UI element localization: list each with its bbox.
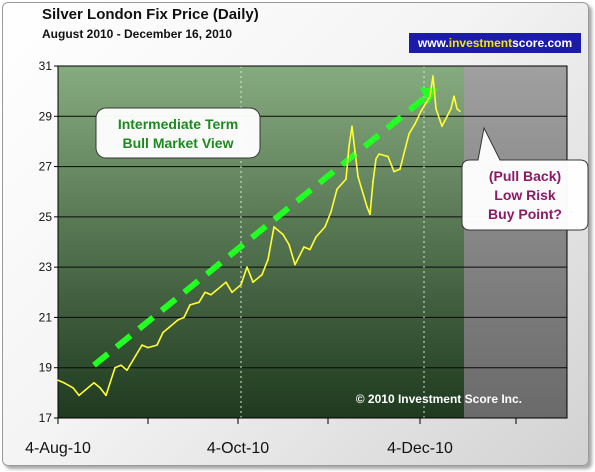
data-point: [282, 233, 284, 236]
copyright-text: © 2010 Investment Score Inc.: [356, 392, 522, 406]
data-point: [219, 286, 221, 289]
y-tick-label: 21: [39, 310, 53, 324]
bull-view-text: Bull Market View: [122, 135, 233, 151]
data-point: [72, 387, 74, 389]
y-tick-label: 17: [39, 411, 53, 425]
data-point: [147, 346, 149, 349]
data-point: [336, 188, 338, 190]
data-point: [84, 389, 86, 392]
data-point: [105, 394, 107, 397]
data-point: [210, 294, 212, 296]
data-point: [204, 291, 206, 294]
data-point: [456, 107, 458, 110]
data-point: [162, 331, 164, 334]
data-point: [189, 304, 191, 306]
x-tick-label: 4-Oct-10: [207, 440, 269, 457]
y-tick-label: 31: [39, 59, 53, 73]
data-point: [168, 326, 170, 329]
data-point: [135, 354, 137, 356]
bull-view-text: Intermediate Term: [118, 116, 238, 132]
y-tick-label: 29: [39, 109, 53, 123]
data-point: [408, 133, 410, 135]
data-point: [432, 75, 434, 77]
pullback-text: Buy Point?: [488, 206, 562, 222]
data-point: [288, 243, 290, 246]
data-point: [78, 394, 80, 397]
data-point: [369, 213, 371, 216]
chart-subtitle: August 2010 - December 16, 2010: [42, 27, 233, 41]
data-point: [273, 226, 275, 228]
data-point: [231, 291, 233, 294]
data-point: [93, 382, 95, 384]
data-point: [348, 145, 350, 148]
trend-line: [92, 91, 432, 368]
data-point: [294, 263, 296, 266]
data-point: [354, 150, 356, 153]
data-point: [309, 248, 311, 251]
data-point: [429, 95, 431, 97]
data-point: [399, 168, 401, 170]
data-point: [387, 155, 389, 158]
data-point: [240, 283, 242, 286]
data-point: [63, 382, 65, 384]
pullback-callout: [461, 126, 589, 231]
data-point: [315, 236, 317, 238]
brand-prefix: www.: [417, 36, 449, 50]
data-point: [330, 211, 332, 213]
data-point: [267, 258, 269, 261]
data-point: [57, 379, 59, 382]
brand-badge[interactable]: www.investmentscore.com: [409, 33, 581, 53]
data-point: [99, 387, 101, 389]
y-tick-label: 25: [39, 210, 53, 224]
data-point: [441, 125, 443, 128]
brand-suffix: score.com: [512, 36, 573, 50]
data-point: [303, 246, 305, 248]
data-point: [459, 110, 461, 113]
data-point: [261, 273, 263, 276]
data-point: [156, 344, 158, 346]
data-point: [378, 153, 380, 155]
data-point: [435, 107, 437, 110]
data-point: [324, 226, 326, 228]
data-point: [393, 170, 395, 173]
data-point: [357, 175, 359, 178]
data-point: [375, 158, 377, 160]
x-tick-label: 4-Aug-10: [25, 440, 91, 457]
data-point: [225, 281, 227, 284]
data-point: [351, 125, 353, 128]
brand-accent: investment: [448, 36, 513, 50]
chart-title: Silver London Fix Price (Daily): [42, 6, 259, 23]
y-tick-label: 19: [39, 361, 53, 375]
data-point: [141, 344, 143, 346]
trend-arrow-head: [420, 87, 438, 105]
data-point: [177, 319, 179, 321]
data-point: [372, 180, 374, 183]
pullback-text: (Pull Back): [489, 168, 561, 184]
bull-view-callout: [95, 107, 261, 159]
plot-border: [57, 65, 568, 419]
y-tick-label: 23: [39, 260, 53, 274]
x-tick-label: 4-Dec-10: [387, 440, 453, 457]
data-point: [183, 316, 185, 319]
data-point: [345, 178, 347, 180]
data-point: [252, 281, 254, 284]
data-point: [198, 301, 200, 304]
projection-zone: [464, 66, 567, 418]
data-point: [114, 366, 116, 369]
data-point: [414, 123, 416, 125]
data-point: [246, 266, 248, 268]
data-point: [450, 107, 452, 110]
pullback-text: Low Risk: [494, 187, 556, 203]
data-point: [366, 206, 368, 208]
data-point: [453, 95, 455, 97]
y-tick-label: 27: [39, 160, 53, 174]
data-point: [126, 369, 128, 372]
data-point: [420, 110, 422, 113]
data-point: [120, 364, 122, 367]
